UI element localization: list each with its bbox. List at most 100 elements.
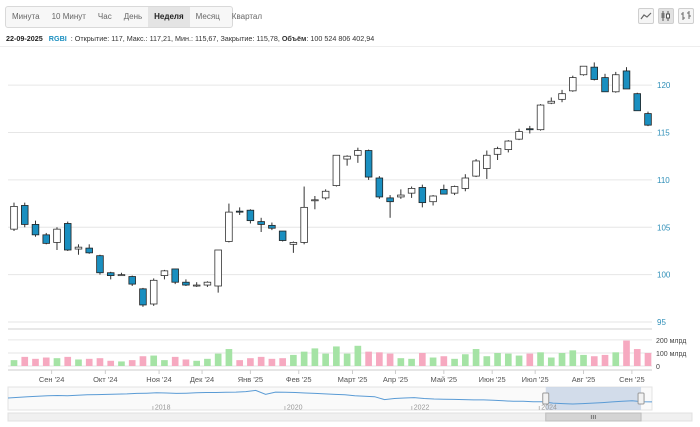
candle-body	[311, 199, 319, 202]
volume-bar	[558, 352, 566, 366]
volume-bar	[343, 353, 351, 366]
candle	[364, 149, 373, 180]
candle	[644, 111, 652, 127]
candle	[160, 269, 169, 280]
top-divider	[0, 46, 700, 47]
volume-bar	[311, 348, 319, 366]
volume-bar	[139, 356, 147, 366]
x-tick-label: Март '25	[338, 375, 368, 384]
candle-body	[268, 224, 276, 229]
candle-body	[493, 148, 502, 155]
volume-bar	[107, 360, 115, 366]
tab-5[interactable]: Месяц	[195, 12, 220, 21]
volume-bar	[483, 356, 491, 366]
time-axis: Сен '24 Окт '24 Ноя '24 Дек '24 Янв '25 Фев '…	[8, 369, 652, 384]
candle	[558, 89, 566, 103]
navigator-year-label: 2024	[541, 405, 557, 412]
volume-bar	[461, 354, 469, 366]
volume-bar	[193, 360, 201, 366]
tab-2[interactable]: Час	[97, 12, 112, 21]
volume-bar	[150, 355, 158, 366]
candle-body	[429, 195, 437, 203]
x-tick-label: Май '25	[431, 375, 458, 384]
navigator-window	[545, 387, 642, 410]
volume-bar	[322, 353, 329, 366]
x-tick-label: Фев '25	[286, 375, 312, 384]
volume-bar	[547, 357, 555, 366]
candle-body	[461, 177, 470, 189]
volume-tick-label: 200 млрд	[656, 338, 686, 345]
x-tick-label: Июл '25	[522, 375, 549, 384]
tab-0[interactable]: Минута	[12, 12, 40, 21]
price-grid	[0, 46, 700, 330]
candle	[569, 75, 577, 92]
y-tick-label: 100	[657, 271, 671, 280]
candle	[182, 279, 190, 286]
volume-bar	[53, 358, 61, 366]
candle	[407, 186, 416, 198]
volume-bar	[32, 358, 39, 366]
candle	[311, 196, 319, 210]
candle	[235, 207, 244, 215]
candle-body	[558, 93, 566, 100]
candle	[472, 159, 480, 178]
candle	[354, 147, 362, 163]
navigator-handle-left[interactable]	[542, 392, 550, 405]
volume-tick-label: 0	[656, 364, 660, 371]
volume-bar	[494, 352, 501, 366]
candle	[117, 272, 126, 277]
info-ticker: RGBI	[48, 34, 67, 43]
candle	[128, 275, 136, 286]
tab-4[interactable]: Неделя	[148, 7, 190, 27]
candle	[397, 189, 405, 199]
candle-body	[10, 206, 18, 230]
volume-bar	[21, 356, 29, 366]
chart-type-tools	[638, 8, 694, 24]
volume-bar	[171, 356, 179, 366]
candle-body	[633, 93, 641, 112]
candle-body	[278, 230, 287, 241]
volume-bar	[300, 351, 308, 366]
info-min: Мин.: 115,67,	[175, 34, 219, 43]
candle-body	[225, 211, 233, 242]
candle	[590, 62, 599, 81]
candle	[515, 128, 523, 141]
candle-body	[612, 74, 620, 93]
candlestick-chart-icon[interactable]	[658, 8, 674, 24]
candle-body	[203, 281, 212, 286]
volume-bar	[397, 358, 405, 366]
y-tick-label: 115	[657, 129, 670, 138]
navigator-handle-right[interactable]	[637, 392, 645, 405]
candle-body	[536, 104, 545, 131]
ohlc-bars-icon[interactable]	[678, 8, 694, 24]
candle-body	[300, 206, 308, 243]
tab-1[interactable]: 10 Минут	[51, 12, 86, 21]
x-tick-label: Янв '25	[238, 375, 263, 384]
volume-bar	[504, 353, 512, 366]
candle	[526, 125, 534, 134]
navigator[interactable]: 2018 2020 2022 2024	[7, 386, 693, 422]
volume-bar	[376, 352, 383, 366]
candle	[461, 174, 470, 192]
candle	[21, 202, 29, 228]
volume-bar	[472, 349, 480, 366]
tab-6[interactable]: Квартал	[231, 12, 263, 21]
candle	[63, 221, 72, 251]
candle	[214, 249, 222, 293]
volume-pane: 200 млрд 100 млрд 0	[8, 338, 686, 371]
candle-body	[397, 194, 405, 198]
candle-body	[96, 255, 104, 274]
candle-body	[321, 190, 330, 199]
volume-bar	[236, 360, 243, 366]
candle-body	[343, 155, 351, 160]
candle	[139, 287, 147, 307]
candle	[257, 217, 265, 232]
candle-body	[171, 268, 179, 283]
candle-body	[450, 186, 459, 194]
volume-bar	[161, 360, 168, 366]
tab-3[interactable]: День	[123, 12, 143, 21]
candle-body	[106, 272, 115, 276]
line-chart-icon[interactable]	[638, 8, 654, 24]
volume-bar	[225, 349, 233, 366]
